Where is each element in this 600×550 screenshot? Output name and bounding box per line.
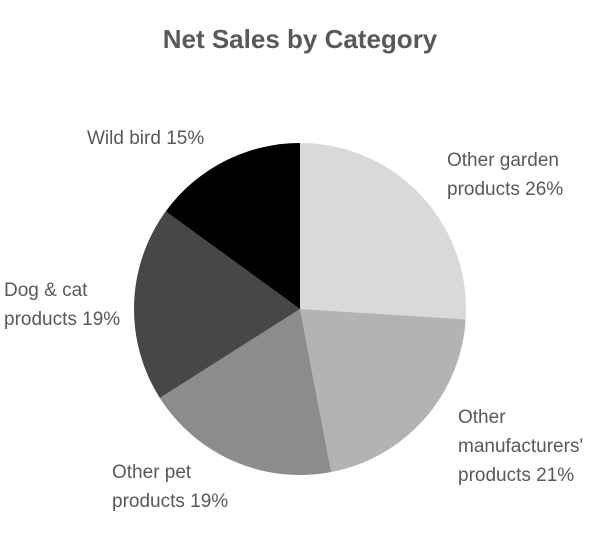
value-label: 19% xyxy=(82,309,121,330)
category-label: Other manufacturers' products xyxy=(458,407,584,486)
slice-label: Other garden products 26% xyxy=(447,146,587,204)
value-label: 26% xyxy=(525,179,564,200)
slice-label: Dog & cat products 19% xyxy=(4,276,129,334)
pie-slice xyxy=(165,143,300,309)
slice-label: Other manufacturers' products 21% xyxy=(458,403,598,490)
category-label: Other pet products xyxy=(112,462,192,512)
value-label: 19% xyxy=(190,491,229,512)
pie-slice xyxy=(300,309,466,473)
pie-slice xyxy=(159,309,332,475)
chart-title: Net Sales by Category xyxy=(162,24,438,54)
pie-slice xyxy=(134,211,300,398)
pie-slice xyxy=(300,143,466,320)
value-label: 21% xyxy=(536,465,575,486)
value-label: 15% xyxy=(166,128,205,149)
slice-label: Wild bird 15% xyxy=(87,124,257,153)
category-label: Dog & cat products xyxy=(4,280,88,330)
category-label: Wild bird xyxy=(87,128,161,149)
category-label: Other garden products xyxy=(447,150,559,200)
slice-label: Other pet products 19% xyxy=(112,458,242,516)
